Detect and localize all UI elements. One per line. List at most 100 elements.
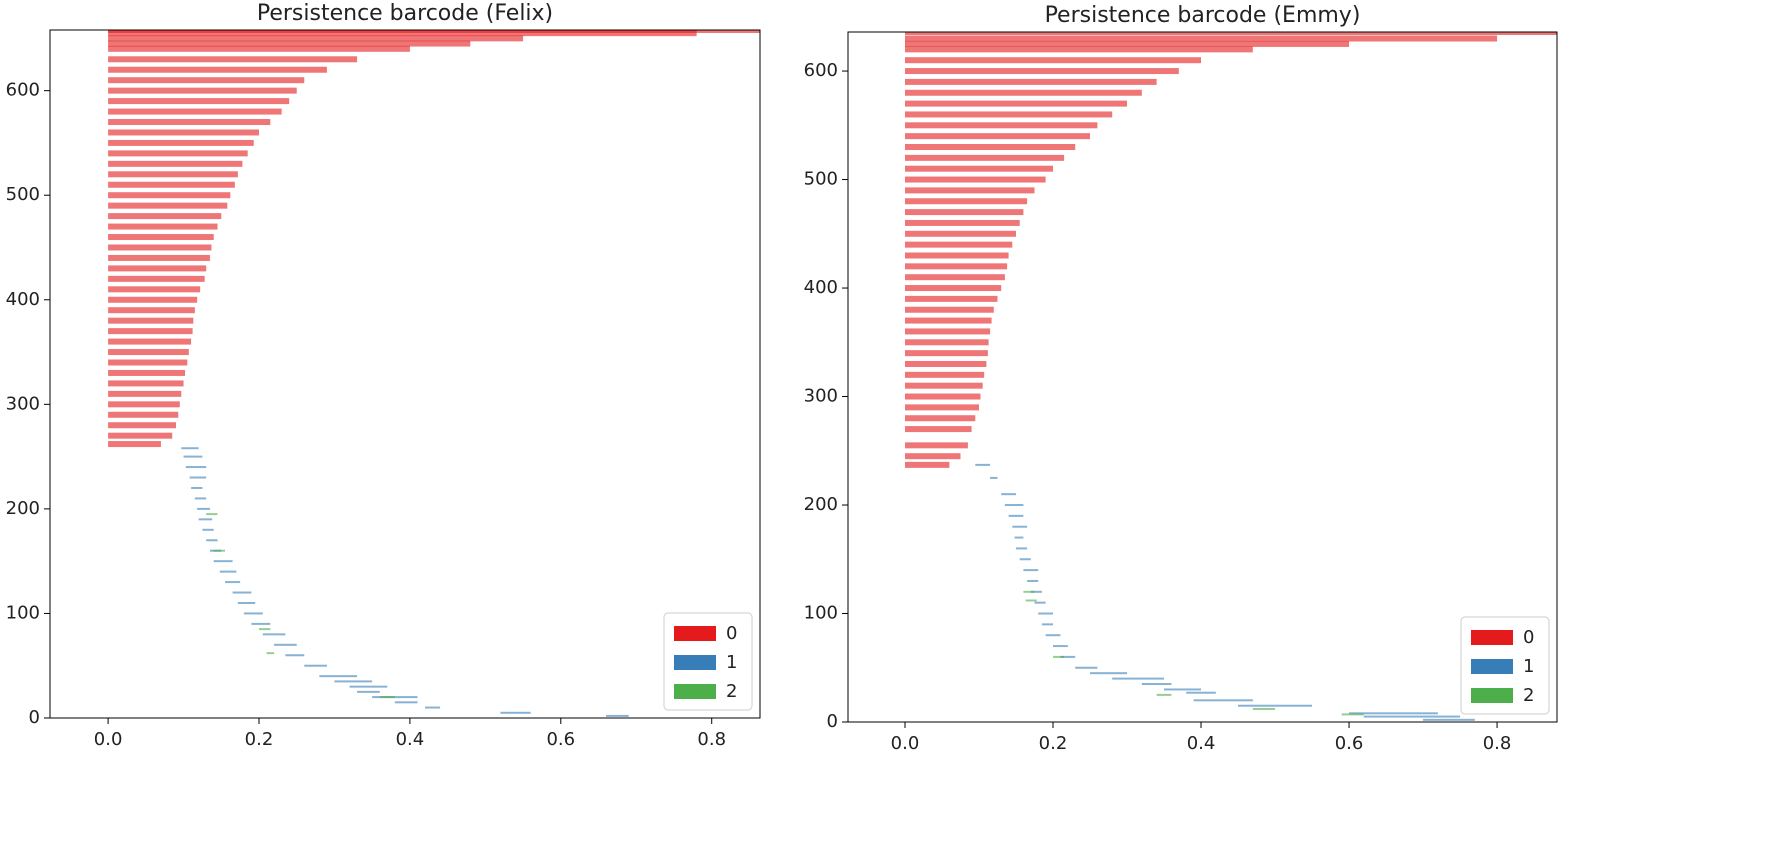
bar <box>108 265 207 272</box>
bar <box>108 108 282 115</box>
bar <box>1349 712 1438 715</box>
bar <box>108 244 212 251</box>
bar <box>1141 683 1172 686</box>
bar <box>357 690 380 693</box>
bar <box>198 518 213 521</box>
bar <box>108 223 218 230</box>
bar <box>108 66 327 73</box>
bar <box>904 122 1098 129</box>
bar <box>349 685 388 688</box>
bar <box>108 307 195 314</box>
bar <box>108 369 186 376</box>
bar <box>1238 704 1313 707</box>
bar <box>904 46 1253 53</box>
bar <box>904 306 994 313</box>
bar <box>274 643 297 646</box>
bar <box>904 274 1005 281</box>
bar <box>1004 504 1024 507</box>
legend-label: 2 <box>1523 685 1534 706</box>
legend-swatch <box>1471 630 1513 645</box>
bar <box>904 404 979 411</box>
bar <box>108 401 180 408</box>
bar <box>1112 677 1165 680</box>
bar <box>904 382 983 389</box>
bar <box>904 442 968 449</box>
bar <box>108 234 214 241</box>
bar <box>904 219 1020 226</box>
bar <box>225 581 241 584</box>
bar <box>904 285 1002 292</box>
bar <box>108 296 198 303</box>
bar <box>904 32 1557 35</box>
legend-label: 2 <box>726 681 737 702</box>
bar <box>108 432 173 439</box>
bar <box>251 622 271 625</box>
bar <box>108 254 210 261</box>
bar <box>904 89 1142 96</box>
bar <box>904 263 1008 270</box>
bar <box>108 56 358 63</box>
bar <box>1023 590 1035 593</box>
bar <box>108 77 305 84</box>
bar <box>108 286 201 293</box>
x-tick-label: 0.8 <box>697 729 726 750</box>
bar <box>904 57 1202 64</box>
bar <box>904 295 998 302</box>
bar <box>108 380 184 387</box>
bar <box>904 339 989 346</box>
bar <box>189 476 207 479</box>
bar <box>904 371 985 378</box>
x-tick-label: 0.4 <box>396 729 425 750</box>
bar <box>206 513 218 516</box>
y-tick-label: 0 <box>827 711 838 732</box>
x-tick-label: 0.2 <box>245 729 274 750</box>
bar <box>108 139 254 146</box>
bar <box>904 360 987 367</box>
bar <box>1075 666 1098 669</box>
bar <box>904 350 988 357</box>
bar <box>243 612 263 615</box>
bar <box>394 701 418 704</box>
bar <box>1156 693 1172 696</box>
bar <box>1030 590 1042 593</box>
bar <box>185 466 207 469</box>
bar <box>108 192 231 199</box>
bar <box>1423 718 1475 721</box>
bar <box>108 129 260 136</box>
bar <box>379 696 395 699</box>
bar <box>108 150 248 157</box>
bar <box>904 198 1028 205</box>
bar <box>904 317 992 324</box>
bar <box>183 455 203 458</box>
bar <box>108 40 471 47</box>
bar <box>1034 601 1046 604</box>
bar <box>108 181 235 188</box>
bar <box>975 463 991 466</box>
bar <box>904 328 991 335</box>
bar <box>108 328 193 335</box>
bar <box>904 176 1046 183</box>
chart-title: Persistence barcode (Emmy) <box>1045 3 1361 28</box>
bar <box>213 549 226 552</box>
bar <box>904 35 1498 42</box>
bar <box>904 144 1076 150</box>
bar <box>1012 525 1028 528</box>
bar <box>1060 655 1076 658</box>
bar <box>108 45 410 52</box>
bar <box>904 165 1054 172</box>
bar <box>1186 691 1216 694</box>
bar <box>904 252 1009 259</box>
bar <box>1025 599 1037 602</box>
bar <box>108 35 524 42</box>
legend-label: 1 <box>1523 656 1534 677</box>
bar <box>904 461 950 468</box>
bar <box>232 591 252 594</box>
bar <box>108 317 194 324</box>
bar <box>259 628 271 631</box>
y-tick-label: 0 <box>29 707 40 728</box>
bar <box>904 154 1065 161</box>
bar <box>904 78 1157 85</box>
plot-area <box>904 32 1557 721</box>
bar <box>990 476 998 479</box>
bar <box>108 98 290 105</box>
